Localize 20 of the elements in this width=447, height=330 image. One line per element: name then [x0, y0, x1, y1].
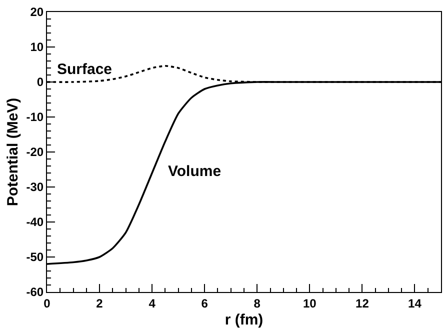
x-tick-label: 4: [148, 296, 156, 310]
x-tick-label: 8: [254, 296, 261, 310]
x-tick-label: 14: [408, 296, 422, 310]
y-tick-label: -40: [26, 215, 44, 230]
y-tick-label: -50: [26, 250, 44, 264]
series-label: Volume: [168, 163, 222, 180]
y-tick-label: 0: [36, 75, 44, 90]
x-tick-label: 10: [302, 296, 317, 310]
y-tick-label: 20: [30, 5, 44, 20]
series-label: Surface: [57, 61, 112, 78]
y-tick-label: 10: [30, 40, 44, 54]
y-tick-label: -60: [26, 285, 44, 300]
x-tick-label: 12: [356, 296, 370, 310]
x-tick-label: 6: [201, 296, 208, 310]
y-axis-title: Potential (MeV): [4, 98, 22, 206]
y-tick-label: -10: [26, 110, 44, 124]
y-tick-label: -20: [26, 145, 44, 160]
x-axis-title: r (fm): [224, 311, 264, 328]
y-tick-label: -30: [26, 180, 44, 194]
x-tick-label: 2: [96, 296, 104, 310]
